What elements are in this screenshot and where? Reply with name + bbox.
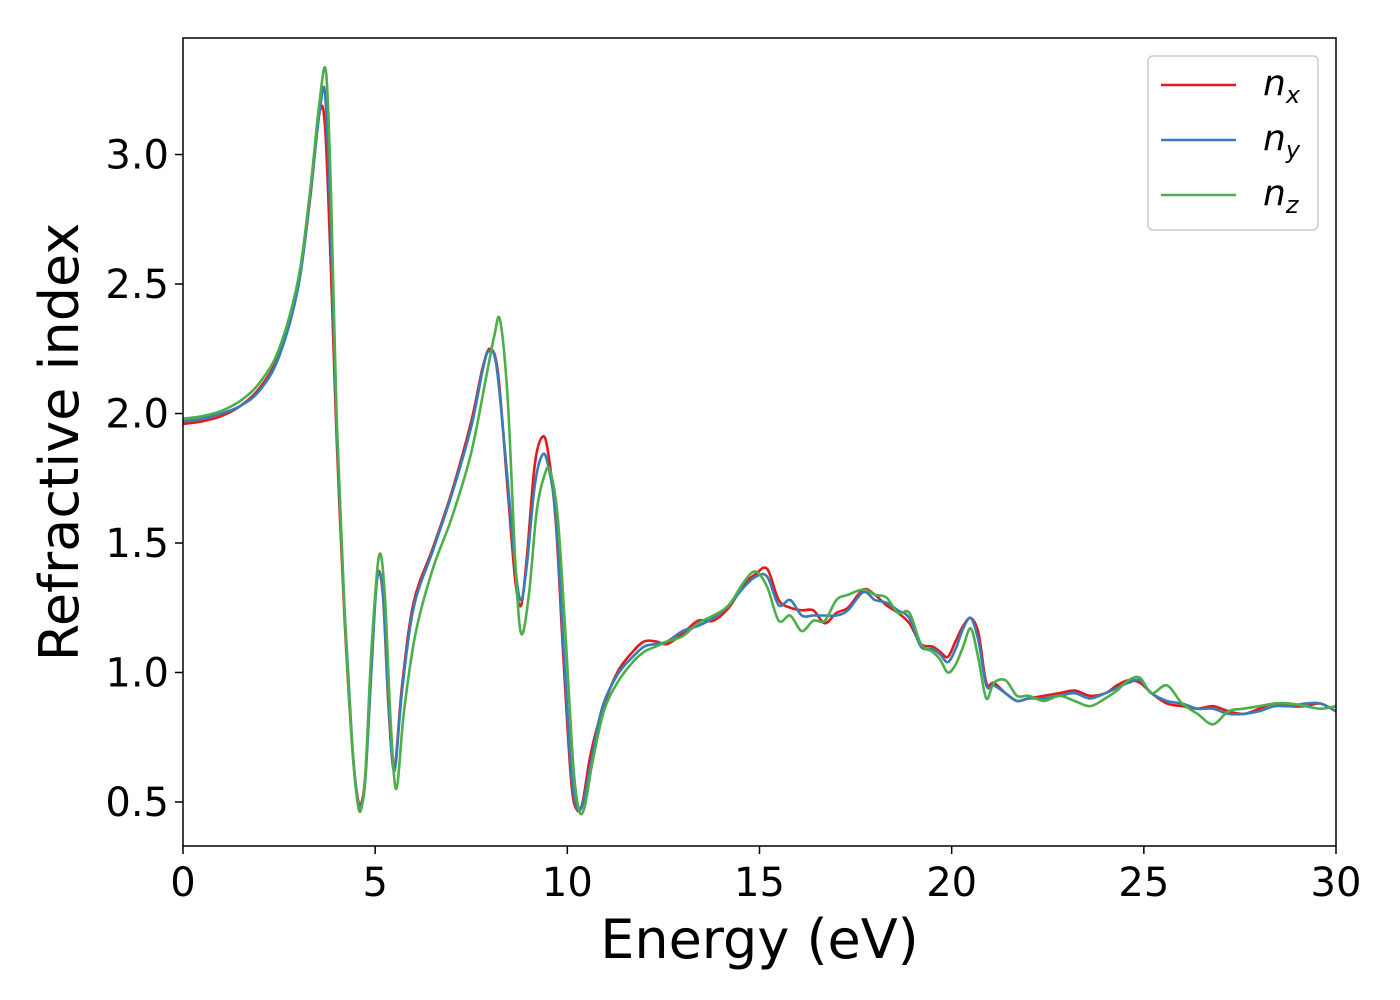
x-tick-label: 5 — [362, 860, 387, 906]
series-layer — [183, 66, 1336, 816]
y-axis-ticks: 0.5 1.0 1.5 2.0 2.5 3.0 — [105, 133, 183, 826]
legend-label-z: nz — [1263, 173, 1300, 219]
y-tick-label: 2.5 — [105, 262, 169, 308]
legend-label-x: nx — [1263, 63, 1301, 109]
x-tick-label: 0 — [170, 860, 195, 906]
x-axis-ticks: 0 5 10 15 20 25 30 — [170, 846, 1361, 906]
legend-label-subscript: x — [1285, 81, 1301, 109]
legend-label-base: n — [1263, 173, 1286, 214]
legend-box — [1147, 55, 1319, 231]
y-tick-label: 1.5 — [105, 521, 169, 567]
series-line-z — [183, 66, 1336, 816]
legend-label-base: n — [1263, 118, 1286, 159]
legend-label-subscript: y — [1285, 136, 1301, 164]
legend-label-y: ny — [1263, 118, 1301, 164]
x-tick-label: 15 — [734, 860, 785, 906]
y-tick-label: 3.0 — [105, 133, 169, 179]
y-axis-label: Refractive index — [28, 223, 91, 662]
legend-label-base: n — [1263, 63, 1286, 104]
x-tick-label: 25 — [1118, 860, 1169, 906]
y-tick-label: 1.0 — [105, 650, 169, 696]
x-axis-label: Energy (eV) — [600, 908, 919, 971]
y-tick-label: 2.0 — [105, 392, 169, 438]
x-tick-label: 10 — [542, 860, 593, 906]
x-tick-label: 30 — [1311, 860, 1362, 906]
y-tick-label: 0.5 — [105, 780, 169, 826]
legend-label-subscript: z — [1285, 191, 1300, 219]
x-tick-label: 20 — [926, 860, 977, 906]
